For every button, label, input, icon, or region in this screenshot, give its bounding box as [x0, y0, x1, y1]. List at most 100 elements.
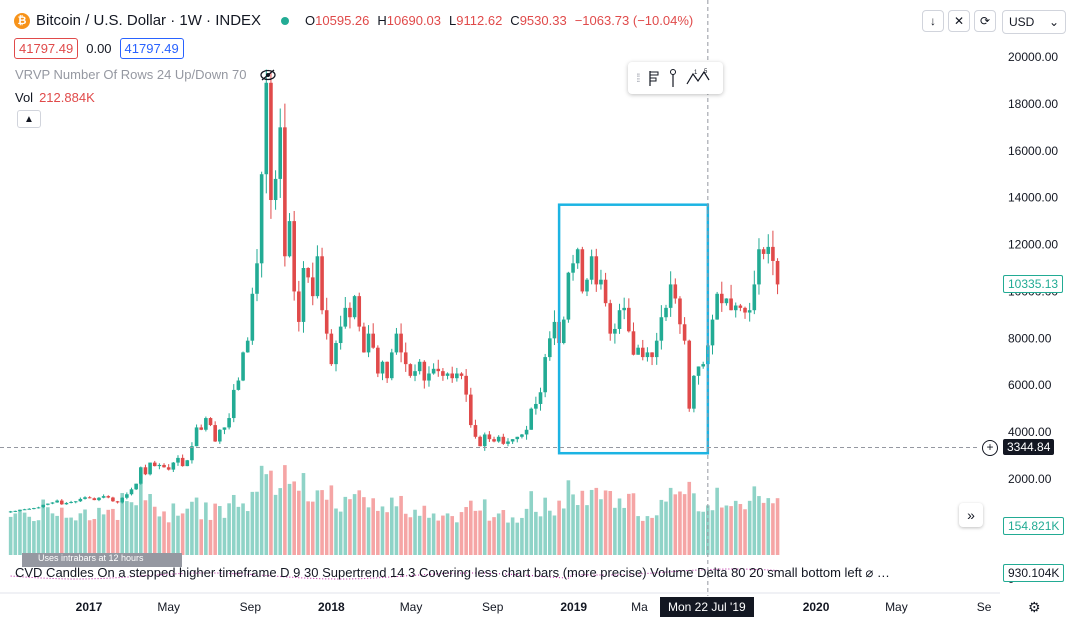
- candle-body: [543, 357, 547, 393]
- volume-bar: [32, 521, 36, 555]
- volume-bar: [427, 517, 431, 555]
- candle-body: [687, 340, 692, 409]
- volume-bar: [18, 510, 22, 555]
- currency-value: USD: [1009, 15, 1035, 29]
- volume-bar: [459, 512, 464, 555]
- symbol-title[interactable]: Bitcoin / U.S. Dollar · 1W · INDEX: [36, 12, 262, 29]
- arrow-down-button[interactable]: ↓: [922, 10, 944, 32]
- volume-bar: [380, 506, 385, 555]
- volume-bar: [73, 520, 78, 555]
- volume-bar: [668, 487, 673, 555]
- buy-price-button[interactable]: 41797.49: [119, 38, 184, 59]
- volume-bar: [125, 501, 129, 555]
- volume-bar: [617, 498, 622, 555]
- volume-label: Vol: [15, 90, 34, 105]
- volume-bar: [329, 485, 334, 555]
- ohlc-item: −1063.73 (−10.04%): [574, 13, 694, 28]
- candle-body: [441, 371, 445, 376]
- candle-body: [455, 373, 459, 379]
- candle-body: [724, 298, 729, 304]
- crosshair-price-tag: 3344.84: [1003, 439, 1055, 455]
- candle-body: [366, 333, 371, 353]
- scroll-to-realtime-button[interactable]: »: [959, 503, 983, 527]
- volume-bar: [417, 515, 422, 555]
- candle-body: [622, 307, 626, 311]
- candle-body: [222, 427, 227, 430]
- time-axis-label: 2020: [803, 600, 830, 614]
- add-alert-plus-icon[interactable]: +: [982, 440, 998, 456]
- vrvp-legend[interactable]: VRVP Number Of Rows 24 Up/Down 70: [15, 67, 277, 82]
- candle-body: [492, 439, 496, 442]
- volume-bar: [687, 481, 692, 555]
- volume-bar: [701, 511, 705, 555]
- candle-body: [59, 500, 64, 505]
- arrow-down-icon: ↓: [930, 14, 936, 28]
- volume-bar: [106, 509, 111, 555]
- volume-bar: [482, 499, 487, 555]
- drag-handle-icon[interactable]: ⁞⁞: [636, 71, 640, 85]
- candle-body: [534, 403, 538, 409]
- candle-body: [701, 364, 705, 367]
- currency-select[interactable]: USD ⌄: [1002, 10, 1066, 34]
- candle-body: [599, 279, 603, 285]
- candle-body: [64, 502, 69, 505]
- volume-bar: [455, 522, 459, 555]
- candle-body: [575, 249, 580, 264]
- vertical-line-icon[interactable]: [669, 68, 677, 88]
- volume-bar: [236, 506, 241, 555]
- volume-bar: [496, 513, 501, 555]
- candle-body: [682, 324, 687, 341]
- candle-body: [78, 498, 83, 502]
- sell-price-button[interactable]: 41797.49: [14, 38, 79, 59]
- axes: 20000.0018000.0016000.0014000.0012000.00…: [76, 50, 1059, 614]
- volume-bar: [403, 513, 408, 555]
- volume-bar: [501, 510, 506, 555]
- candle-body: [115, 501, 120, 503]
- candle-body: [180, 457, 185, 467]
- collapse-legend-button[interactable]: ▲: [17, 110, 41, 128]
- volume-bar: [371, 498, 375, 555]
- candle-body: [389, 352, 394, 379]
- candle-body: [524, 429, 529, 435]
- volume-bar: [394, 506, 399, 555]
- flag-icon[interactable]: [647, 69, 661, 87]
- candle-body: [343, 307, 348, 327]
- candle-body: [329, 333, 334, 365]
- candle-body: [338, 326, 343, 344]
- volume-legend[interactable]: Vol 212.884K: [15, 90, 95, 105]
- volume-bar: [543, 497, 547, 555]
- volume-bar: [622, 507, 626, 555]
- candle-body: [292, 221, 296, 292]
- candle-body: [250, 293, 255, 341]
- candle-body: [571, 263, 575, 273]
- refresh-button[interactable]: ⟳: [974, 10, 996, 32]
- candle-body: [752, 284, 757, 311]
- volume-bar: [338, 511, 343, 555]
- candle-body: [8, 511, 13, 513]
- volume-bar: [775, 498, 780, 555]
- volume-bar: [389, 497, 394, 555]
- volume-bar: [733, 500, 738, 555]
- cvd-legend[interactable]: CVD Candles On a stepped higher timefram…: [15, 565, 890, 580]
- volume-bar: [22, 512, 27, 555]
- eye-hidden-icon[interactable]: [260, 69, 277, 81]
- symbol-header: ₿ Bitcoin / U.S. Dollar · 1W · INDEX O10…: [14, 12, 693, 29]
- volume-bar: [8, 516, 13, 555]
- settings-gear-icon[interactable]: ⚙: [1028, 599, 1041, 615]
- candle-body: [41, 504, 45, 508]
- volume-bar: [152, 506, 157, 555]
- volume-bar: [227, 503, 231, 555]
- collapse-button[interactable]: ✕: [948, 10, 970, 32]
- time-axis-label: May: [157, 600, 180, 614]
- volume-bar: [348, 499, 352, 555]
- candle-body: [324, 310, 329, 334]
- candle-body: [231, 389, 236, 419]
- price-axis-label: 6000.00: [1008, 378, 1052, 392]
- candle-body: [715, 293, 719, 320]
- time-axis-label: Sep: [240, 600, 262, 614]
- candle-body: [617, 310, 622, 329]
- volume-bar: [492, 517, 496, 555]
- volume-bar: [575, 505, 580, 555]
